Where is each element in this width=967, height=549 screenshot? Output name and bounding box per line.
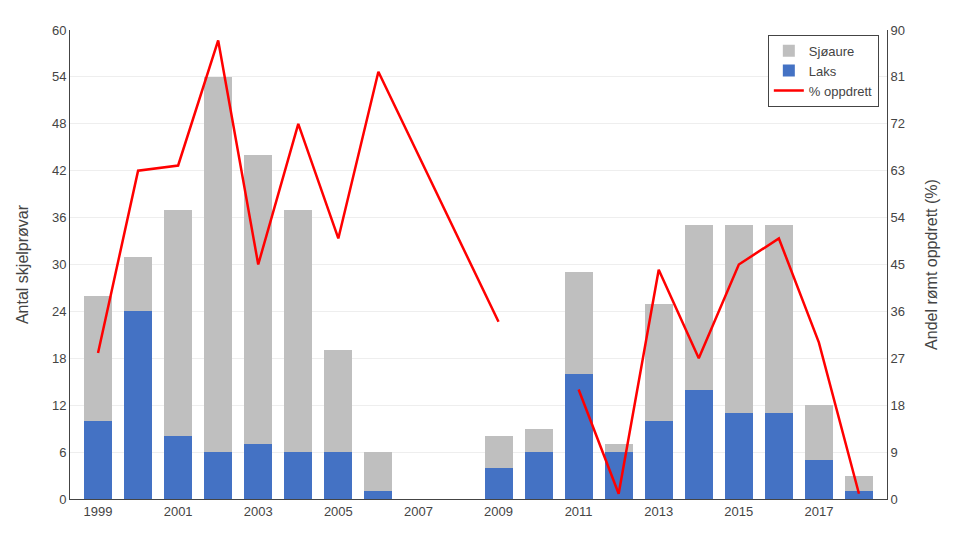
svg-text:60: 60 xyxy=(52,23,66,38)
svg-text:2003: 2003 xyxy=(244,504,273,519)
svg-text:54: 54 xyxy=(52,69,66,84)
svg-text:45: 45 xyxy=(891,257,905,272)
svg-text:2013: 2013 xyxy=(644,504,673,519)
svg-text:0: 0 xyxy=(891,492,898,507)
svg-text:42: 42 xyxy=(52,163,66,178)
svg-text:18: 18 xyxy=(52,351,66,366)
svg-text:2007: 2007 xyxy=(404,504,433,519)
svg-text:Antal skjelprøvar: Antal skjelprøvar xyxy=(14,204,31,324)
svg-text:2017: 2017 xyxy=(804,504,833,519)
svg-text:6: 6 xyxy=(59,445,66,460)
svg-text:2005: 2005 xyxy=(324,504,353,519)
svg-text:36: 36 xyxy=(891,304,905,319)
svg-text:2015: 2015 xyxy=(724,504,753,519)
svg-text:90: 90 xyxy=(891,23,905,38)
svg-text:% oppdrett: % oppdrett xyxy=(809,84,872,99)
svg-text:24: 24 xyxy=(52,304,66,319)
svg-text:48: 48 xyxy=(52,116,66,131)
svg-text:2011: 2011 xyxy=(565,504,593,519)
svg-text:30: 30 xyxy=(52,257,66,272)
svg-text:Laks: Laks xyxy=(809,64,837,79)
svg-text:54: 54 xyxy=(891,210,905,225)
svg-text:72: 72 xyxy=(891,116,905,131)
svg-text:12: 12 xyxy=(52,398,66,413)
svg-text:63: 63 xyxy=(891,163,905,178)
svg-text:9: 9 xyxy=(891,445,898,460)
svg-text:Andel rømt oppdrett (%): Andel rømt oppdrett (%) xyxy=(923,179,940,350)
svg-text:2001: 2001 xyxy=(164,504,193,519)
svg-text:Sjøaure: Sjøaure xyxy=(809,44,855,59)
svg-text:27: 27 xyxy=(891,351,905,366)
svg-text:1999: 1999 xyxy=(84,504,113,519)
svg-text:36: 36 xyxy=(52,210,66,225)
svg-text:18: 18 xyxy=(891,398,905,413)
svg-text:81: 81 xyxy=(891,69,905,84)
svg-text:0: 0 xyxy=(59,492,66,507)
svg-text:2009: 2009 xyxy=(484,504,513,519)
